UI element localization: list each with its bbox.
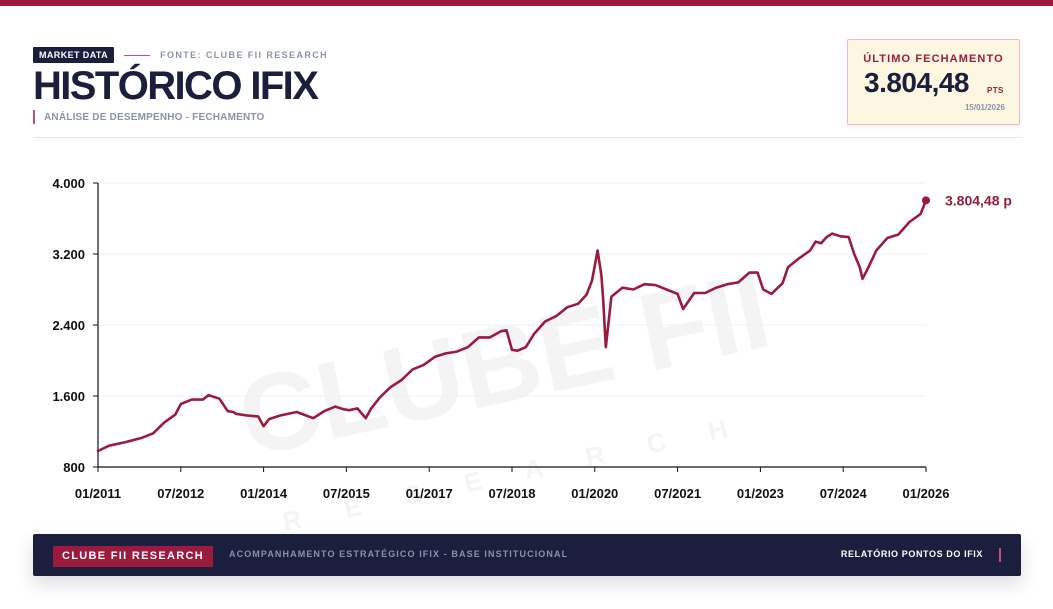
y-tick-label: 800: [63, 460, 85, 475]
page-subtitle: ANÁLISE DE DESEMPENHO - FECHAMENTO: [44, 111, 265, 123]
x-tick-label: 07/2024: [820, 486, 868, 501]
last-point-marker: [922, 196, 930, 205]
x-axis: 01/2011 07/2012 01/2014 07/2015 01/2017 07/20…: [75, 466, 950, 501]
ifix-series-line: [96, 199, 928, 453]
last-close-date: 15/01/2026: [964, 103, 1005, 112]
source-label: FONTE: CLUBE FII RESEARCH: [160, 50, 329, 60]
footer-bar: CLUBE FII RESEARCH ACOMPANHAMENTO ESTRAT…: [33, 534, 1021, 576]
y-tick-label: 4.000: [52, 176, 85, 191]
x-tick-label: 07/2018: [489, 486, 536, 501]
footer-description: ACOMPANHAMENTO ESTRATÉGICO IFIX - BASE I…: [229, 549, 569, 559]
y-tick-label: 2.400: [52, 318, 85, 333]
last-close-label: ÚLTIMO FECHAMENTO: [863, 53, 1004, 65]
page-title: HISTÓRICO IFIX: [33, 64, 319, 108]
page-header: MARKET DATA FONTE: CLUBE FII RESEARCH HI…: [33, 46, 1021, 138]
x-tick-label: 01/2014: [240, 486, 288, 501]
x-tick-label: 01/2023: [737, 486, 784, 501]
x-tick-label: 07/2015: [323, 486, 370, 501]
last-close-unit: PTS: [987, 86, 1004, 95]
subtitle-accent: [33, 110, 35, 124]
ifix-line-chart: CLUBE FII RESEARCH 8001.6002.4003.2004.0…: [52, 176, 1012, 530]
footer-report-label: RELATÓRIO PONTOS DO IFIX: [840, 549, 983, 559]
subtitle-row: ANÁLISE DE DESEMPENHO - FECHAMENTO: [33, 110, 265, 124]
top-accent-bar: [0, 0, 1053, 6]
last-close-value: 3.804,48: [864, 67, 970, 98]
footer-accent: [999, 548, 1001, 562]
x-tick-label: 07/2012: [157, 486, 204, 501]
y-axis: 800 1.600 2.400 3.200 4.000: [52, 176, 99, 475]
x-tick-label: 01/2026: [903, 486, 950, 501]
footer-brand: CLUBE FII RESEARCH: [53, 546, 213, 567]
tag-divider: [124, 54, 151, 56]
tag-row: MARKET DATA FONTE: CLUBE FII RESEARCH: [33, 47, 328, 63]
x-tick-label: 07/2021: [654, 486, 701, 501]
last-close-card: ÚLTIMO FECHAMENTO 3.804,48 PTS 15/01/202…: [847, 39, 1020, 125]
market-data-badge: MARKET DATA: [33, 47, 115, 63]
last-point-label: 3.804,48 p: [945, 192, 1012, 208]
y-tick-label: 3.200: [52, 247, 85, 262]
y-tick-label: 1.600: [52, 389, 85, 404]
x-tick-label: 01/2011: [75, 486, 121, 501]
x-tick-label: 01/2017: [406, 486, 453, 501]
x-tick-label: 01/2020: [571, 486, 618, 501]
